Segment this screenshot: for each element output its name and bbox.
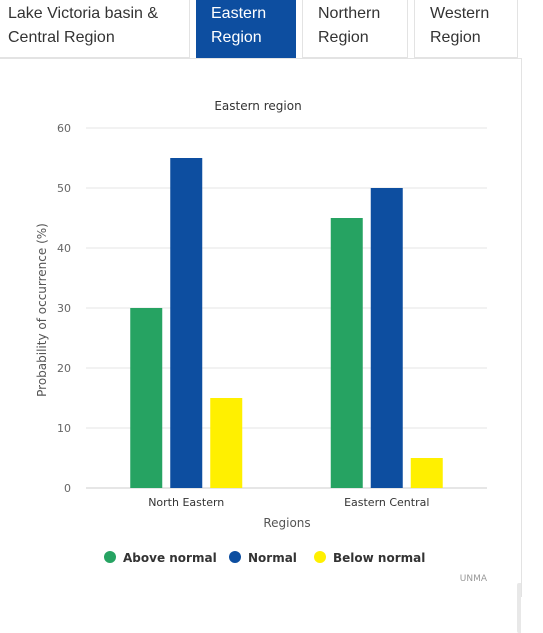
bar[interactable] (410, 458, 443, 488)
chart-panel: Eastern region 0 10 20 30 40 50 60 Probability… (0, 58, 522, 633)
region-tabs: Lake Victoria basin & Central Region Eas… (0, 0, 543, 58)
tab-label-line2: Region (430, 29, 481, 46)
tab-label-line1: Lake Victoria basin & (8, 5, 159, 22)
bar[interactable] (330, 218, 363, 488)
tab-western-region[interactable]: Western Region (414, 0, 518, 58)
y-tick-label: 40 (57, 242, 71, 255)
tab-label-line1: Northern (318, 5, 381, 22)
y-tick-label: 10 (57, 422, 71, 435)
bars (130, 158, 443, 488)
x-tick-label: Eastern Central (344, 496, 429, 509)
tab-eastern-region[interactable]: Eastern Region (196, 0, 296, 58)
y-tick-label: 60 (57, 122, 71, 135)
legend-swatch (229, 551, 241, 563)
y-tick-label: 0 (64, 482, 71, 495)
y-axis-label: Probability of occurrence (%) (35, 223, 49, 397)
tab-label-line1: Eastern (211, 5, 267, 22)
tab-label-line2: Central Region (8, 29, 115, 46)
tab-label-line2: Region (211, 29, 262, 46)
bar-chart: Eastern region 0 10 20 30 40 50 60 Probability… (35, 99, 488, 584)
legend-item[interactable]: Below normal (314, 551, 425, 565)
legend-swatch (104, 551, 116, 563)
tab-lake-victoria-central[interactable]: Lake Victoria basin & Central Region (0, 0, 190, 58)
scroll-edge (517, 583, 521, 633)
bar[interactable] (370, 188, 403, 488)
legend-label: Normal (248, 551, 297, 565)
x-axis-ticks: North Eastern Eastern Central (148, 496, 429, 509)
x-axis-label: Regions (263, 516, 310, 530)
legend-swatch (314, 551, 326, 563)
legend-label: Above normal (123, 551, 217, 565)
tab-label-line2: Region (318, 29, 369, 46)
chart-legend: Above normal Normal Below normal (104, 551, 425, 565)
x-tick-label: North Eastern (148, 496, 224, 509)
y-tick-label: 30 (57, 302, 71, 315)
y-tick-label: 20 (57, 362, 71, 375)
tab-northern-region[interactable]: Northern Region (302, 0, 408, 58)
legend-item[interactable]: Normal (229, 551, 297, 565)
legend-item[interactable]: Above normal (104, 551, 217, 565)
y-tick-label: 50 (57, 182, 71, 195)
chart-title: Eastern region (214, 99, 301, 113)
chart-credit: UNMA (460, 574, 488, 584)
legend-label: Below normal (333, 551, 425, 565)
bar[interactable] (210, 398, 243, 488)
bar[interactable] (130, 308, 163, 488)
tab-label-line1: Western (430, 5, 490, 22)
bar[interactable] (170, 158, 203, 488)
y-axis-ticks: 0 10 20 30 40 50 60 (57, 122, 71, 495)
